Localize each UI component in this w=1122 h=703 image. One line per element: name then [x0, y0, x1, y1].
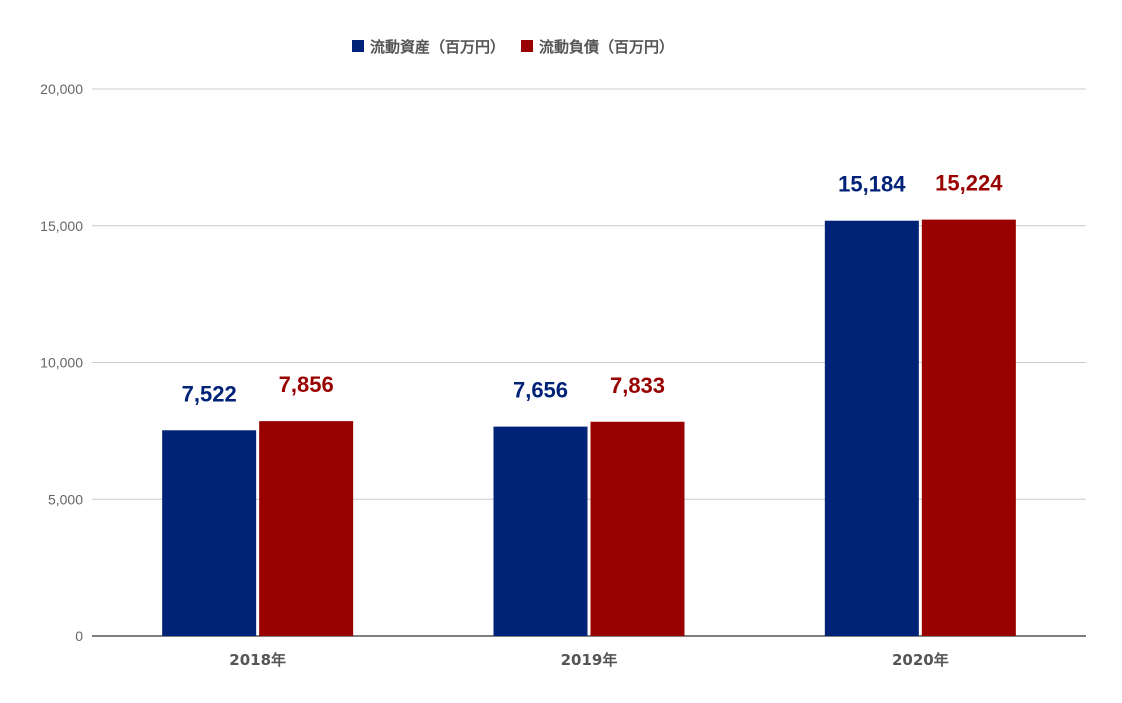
bar-current-liabilities: [259, 421, 354, 636]
y-tick-label: 20,000: [40, 81, 83, 97]
legend-swatch: [521, 40, 534, 52]
x-tick-label: 2020年: [892, 651, 949, 669]
bar-current-liabilities: [921, 219, 1016, 636]
y-tick-label: 0: [75, 628, 83, 644]
legend: 流動資産（百万円） 流動負債（百万円）: [352, 38, 674, 56]
bar-current-assets: [493, 426, 588, 636]
data-label: 15,184: [838, 172, 906, 197]
y-tick-label: 10,000: [40, 355, 83, 371]
legend-label: 流動資産（百万円）: [370, 38, 505, 56]
x-axis: 2018年 2019年 2020年: [229, 651, 948, 669]
x-tick-label: 2019年: [561, 651, 618, 669]
gridlines: [92, 88, 1086, 637]
legend-swatch: [352, 40, 364, 52]
bar-current-assets: [162, 430, 257, 636]
data-label: 7,656: [513, 378, 568, 403]
x-tick-label: 2018年: [229, 651, 286, 669]
data-label: 7,856: [279, 372, 334, 397]
legend-label: 流動負債（百万円）: [539, 38, 674, 56]
data-label: 15,224: [935, 171, 1003, 196]
data-labels: 7,522 7,856 7,656 7,833 15,184 15,224: [182, 171, 1004, 407]
y-tick-label: 5,000: [48, 491, 83, 507]
bar-current-assets: [824, 220, 919, 637]
y-axis: 0 5,000 10,000 15,000 20,000: [40, 81, 83, 644]
data-label: 7,522: [182, 381, 237, 406]
y-tick-label: 15,000: [40, 218, 83, 234]
bar-current-liabilities: [590, 421, 685, 636]
bars: [162, 219, 1016, 637]
data-label: 7,833: [610, 373, 665, 398]
